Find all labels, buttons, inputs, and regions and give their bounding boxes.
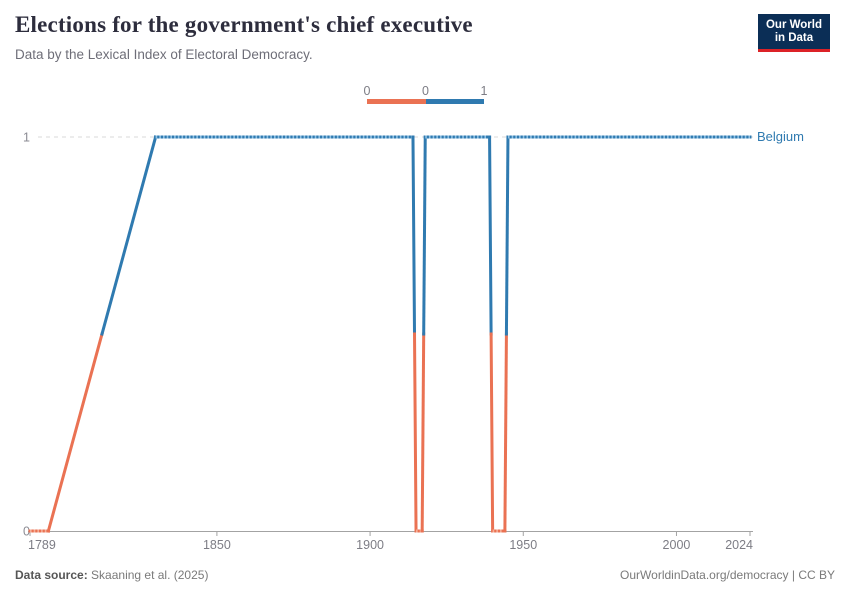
owid-logo[interactable]: Our World in Data — [757, 14, 830, 52]
legend-tick-0: 0 — [363, 84, 371, 98]
series-segment — [489, 332, 495, 533]
data-source-label: Data source: — [15, 568, 88, 582]
series-segment — [503, 332, 508, 533]
series-segment — [412, 332, 418, 533]
series-segment — [488, 135, 493, 336]
series-segment — [100, 135, 158, 336]
legend-bar-one — [425, 99, 484, 104]
data-source-value: Skaaning et al. (2025) — [87, 568, 209, 582]
x-tick-label: 1789 — [28, 538, 56, 552]
owid-logo-line2: in Data — [774, 32, 814, 44]
y-tick-label: 0 — [23, 525, 30, 539]
legend-bar-zero — [367, 99, 426, 104]
entity-label-belgium[interactable]: Belgium — [757, 129, 804, 144]
y-tick-label: 1 — [23, 131, 30, 145]
series-segment — [420, 332, 426, 533]
x-tick-label: 2000 — [663, 538, 691, 552]
x-tick-label: 1900 — [356, 538, 384, 552]
x-tick-label: 2024 — [725, 538, 753, 552]
owid-logo-line1: Our World — [765, 19, 822, 31]
page-subtitle: Data by the Lexical Index of Electoral D… — [15, 47, 313, 62]
legend-tick-1: 0 — [422, 84, 429, 98]
legend-tick-2: 1 — [480, 84, 488, 98]
x-tick-label: 1950 — [509, 538, 537, 552]
series-segment — [411, 135, 417, 336]
series-segment — [422, 135, 427, 336]
colorbar-legend: 0 0 1 — [0, 84, 850, 106]
credit-link[interactable]: OurWorldinData.org/democracy | CC BY — [620, 568, 835, 582]
data-source-note: Data source: Skaaning et al. (2025) — [15, 568, 208, 582]
series-segment — [504, 135, 510, 336]
series-segment — [46, 332, 104, 533]
x-tick-label: 1850 — [203, 538, 231, 552]
page-title: Elections for the government's chief exe… — [15, 12, 473, 37]
